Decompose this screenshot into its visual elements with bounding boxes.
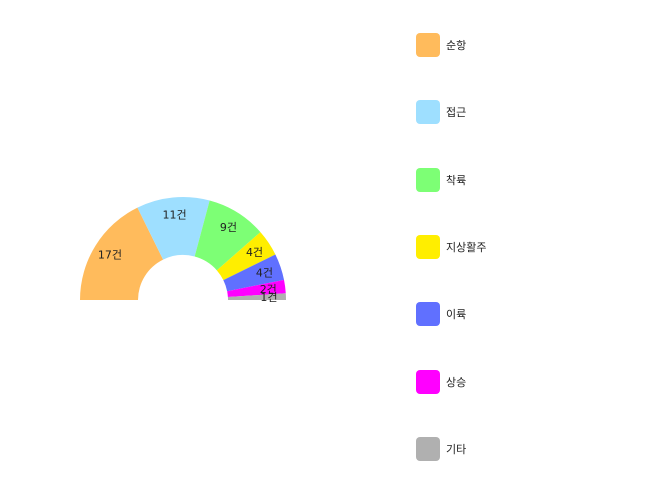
legend-label: 기타 <box>446 442 467 456</box>
legend-item-기타[interactable]: 기타 <box>416 436 467 461</box>
legend-item-순항[interactable]: 순항 <box>416 33 466 57</box>
legend-label: 착륙 <box>446 173 467 187</box>
slice-label-순항: 17건 <box>98 249 122 262</box>
slice-이륙[interactable] <box>223 254 285 292</box>
legend-label: 순항 <box>446 39 467 52</box>
chart-slices <box>80 196 286 300</box>
slice-label-상승: 2건 <box>260 283 277 296</box>
slice-순항[interactable] <box>80 207 164 300</box>
legend-item-착륙[interactable]: 착륙 <box>416 167 467 192</box>
legend-swatch <box>416 436 440 461</box>
legend-label: 지상활주 <box>446 240 487 254</box>
legend-item-접근[interactable]: 접근 <box>416 100 467 125</box>
slice-label-지상활주: 4건 <box>246 246 263 259</box>
legend-swatch <box>416 33 440 57</box>
legend-swatch <box>416 369 440 394</box>
legend-label: 상승 <box>446 375 467 389</box>
slice-기타[interactable] <box>227 293 286 300</box>
legend-swatch <box>416 167 440 192</box>
legend-item-상승[interactable]: 상승 <box>416 369 467 394</box>
slice-착륙[interactable] <box>194 200 261 271</box>
legend-swatch <box>416 302 440 327</box>
slice-label-이륙: 4건 <box>256 266 273 279</box>
legend-item-지상활주[interactable]: 지상활주 <box>416 234 487 259</box>
slice-label-착륙: 9건 <box>220 221 237 234</box>
slice-접근[interactable] <box>137 196 210 260</box>
slice-지상활주[interactable] <box>216 232 276 281</box>
legend-swatch <box>416 100 440 125</box>
legend-label: 접근 <box>446 106 467 120</box>
slice-label-접근: 11건 <box>163 208 187 221</box>
legend-label: 이륙 <box>446 308 467 322</box>
slice-상승[interactable] <box>227 279 286 298</box>
legend-swatch <box>416 234 440 259</box>
legend-item-이륙[interactable]: 이륙 <box>416 302 467 327</box>
slice-label-기타: 1건 <box>260 291 277 304</box>
